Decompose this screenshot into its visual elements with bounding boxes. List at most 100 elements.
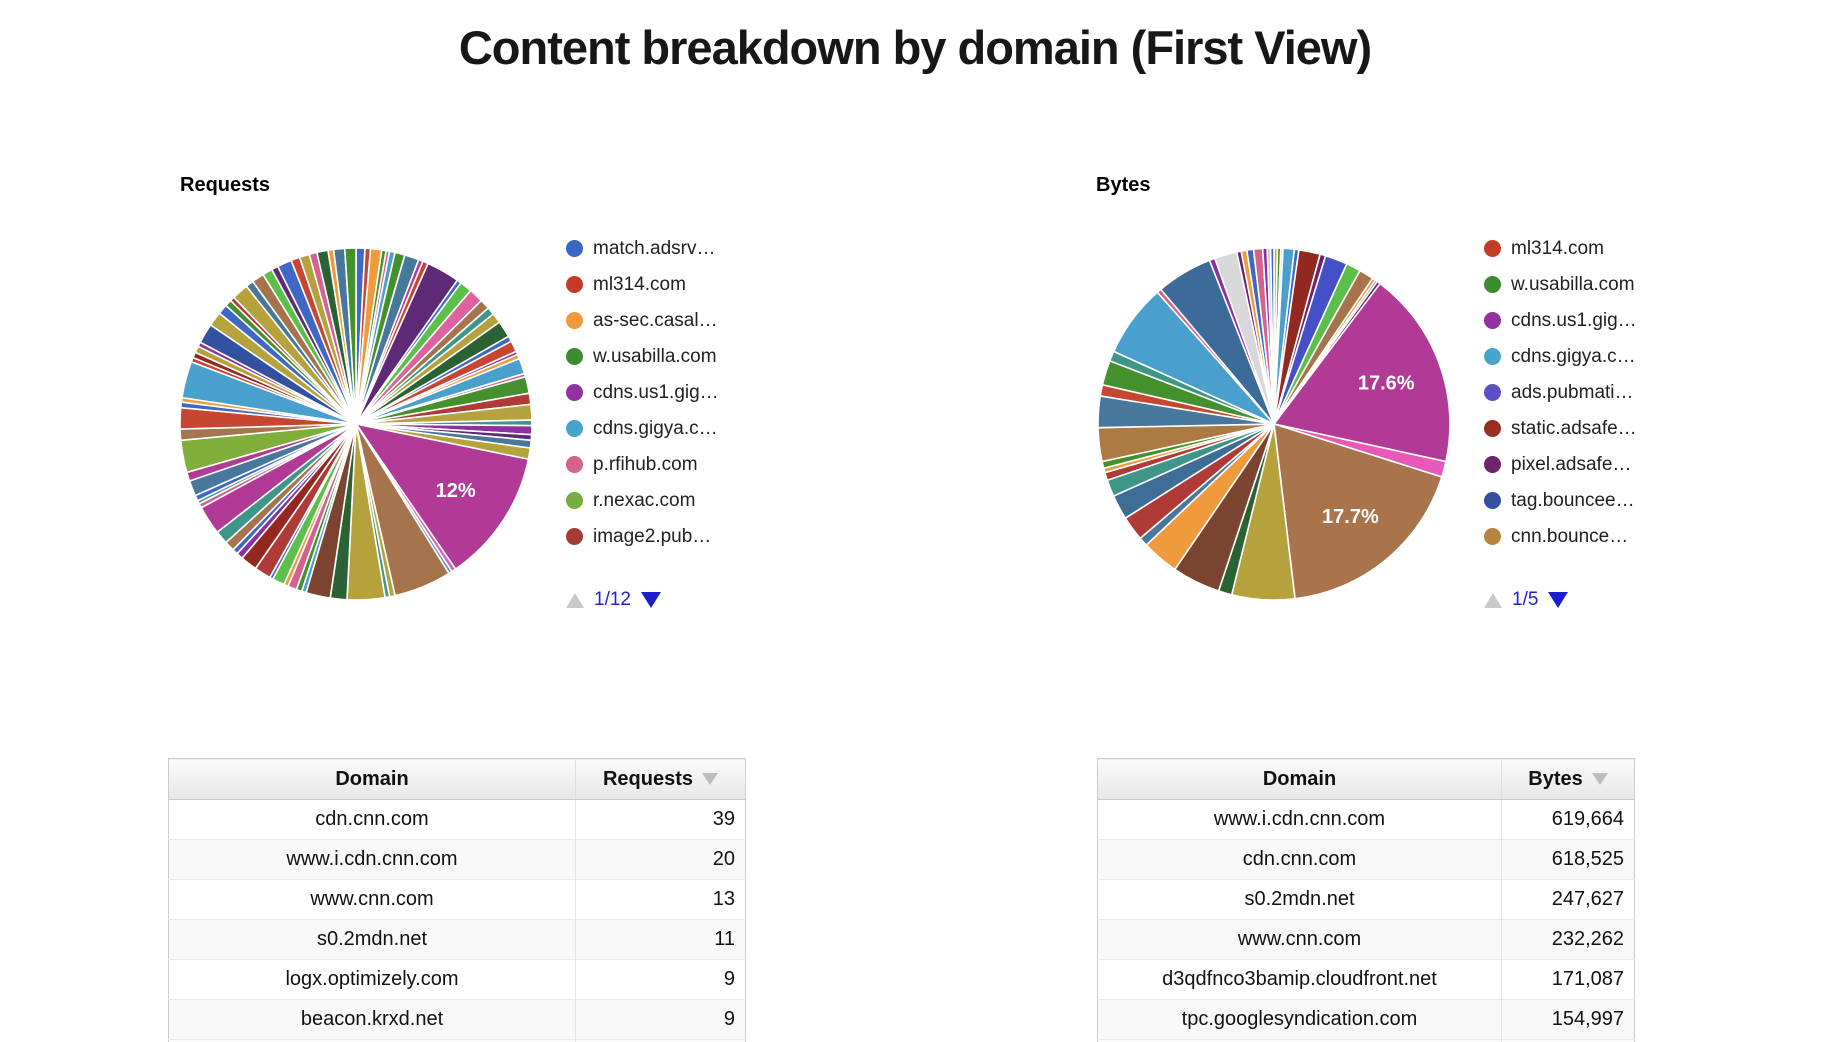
legend-item[interactable]: image2.pub…: [566, 525, 719, 547]
requests-pie-chart[interactable]: 12%: [178, 246, 534, 602]
legend-color-swatch: [566, 384, 583, 401]
domain-column-header[interactable]: Domain: [168, 758, 576, 800]
domain-cell: cdn.cnn.com: [168, 799, 576, 840]
pie-slice[interactable]: [354, 422, 530, 571]
value-cell: 171,087: [1501, 959, 1635, 1000]
legend-item[interactable]: w.usabilla.com: [566, 346, 719, 367]
table-row[interactable]: s0.2mdn.net 247,627: [1097, 879, 1635, 920]
legend-label: ads.pubmati…: [1511, 381, 1634, 403]
domain-cell: s0.2mdn.net: [168, 919, 576, 960]
table-row[interactable]: www.i.cdn.cnn.com 20: [168, 839, 746, 880]
legend-label: ml314.com: [1511, 237, 1604, 259]
legend-color-swatch: [1484, 276, 1501, 293]
legend-page-indicator: 1/12: [594, 589, 631, 610]
table-row[interactable]: s0.2mdn.net 11: [168, 919, 746, 960]
legend-color-swatch: [566, 348, 583, 365]
pie-slice[interactable]: [1269, 247, 1275, 425]
table-row[interactable]: www.i.cdn.cnn.com 619,664: [1097, 799, 1635, 840]
requests-legend: match.adsrv… ml314.com as-sec.casal… w.usab…: [566, 237, 719, 564]
legend-next-page-icon[interactable]: [640, 592, 661, 608]
legend-color-swatch: [566, 240, 583, 257]
legend-item[interactable]: as-sec.casal…: [566, 309, 719, 331]
column-header-label: Domain: [335, 767, 409, 790]
domain-column-header[interactable]: Domain: [1097, 758, 1502, 800]
value-cell: 232,262: [1501, 919, 1635, 960]
legend-item[interactable]: cdns.gigya.c…: [1484, 345, 1637, 367]
legend-color-swatch: [1484, 420, 1501, 437]
slice-percent-label: 17.6%: [1358, 373, 1415, 395]
value-cell: 11: [575, 919, 746, 960]
legend-color-swatch: [1484, 456, 1501, 473]
column-header-label: Requests: [602, 767, 694, 790]
legend-color-swatch: [1484, 240, 1501, 257]
bytes-column-header[interactable]: Bytes: [1501, 758, 1635, 800]
table-row[interactable]: cdn.cnn.com 618,525: [1097, 839, 1635, 880]
requests-column-header[interactable]: Requests: [575, 758, 746, 800]
table-row[interactable]: logx.optimizely.com 9: [168, 959, 746, 1000]
legend-item[interactable]: cnn.bounce…: [1484, 525, 1637, 547]
sort-desc-icon: [702, 773, 719, 785]
legend-label: cdns.gigya.c…: [1511, 345, 1636, 367]
bytes-pie-chart[interactable]: 17.6% 17.7%: [1096, 246, 1452, 602]
value-cell: 20: [575, 839, 746, 880]
bytes-table: Domain Bytes www.i.cdn.cnn.com 619,664 cdn.c…: [1097, 758, 1635, 1042]
domain-cell: cdn.cnn.com: [1097, 839, 1502, 880]
legend-color-swatch: [1484, 312, 1501, 329]
legend-color-swatch: [566, 492, 583, 509]
legend-next-page-icon[interactable]: [1548, 592, 1569, 608]
legend-item[interactable]: r.nexac.com: [566, 490, 719, 511]
legend-item[interactable]: cdns.us1.gig…: [566, 381, 719, 403]
legend-label: as-sec.casal…: [593, 309, 718, 331]
legend-color-swatch: [566, 528, 583, 545]
legend-label: p.rfihub.com: [593, 453, 698, 475]
table-row[interactable]: beacon.krxd.net 9: [168, 999, 746, 1040]
table-row[interactable]: www.cnn.com 13: [168, 879, 746, 920]
table-row[interactable]: tpc.googlesyndication.com 154,997: [1097, 999, 1635, 1040]
legend-label: match.adsrv…: [593, 237, 716, 259]
legend-label: cdns.gigya.c…: [593, 417, 718, 439]
slice-percent-label: 17.7%: [1322, 506, 1379, 528]
legend-label: cdns.us1.gig…: [593, 381, 719, 403]
table-row[interactable]: cdn.cnn.com 39: [168, 799, 746, 840]
value-cell: 9: [575, 999, 746, 1040]
legend-item[interactable]: w.usabilla.com: [1484, 274, 1637, 295]
domain-cell: d3qdfnco3bamip.cloudfront.net: [1097, 959, 1502, 1000]
legend-prev-page-icon[interactable]: [1484, 592, 1502, 608]
requests-section-heading: Requests: [180, 174, 271, 196]
legend-item[interactable]: cdns.gigya.c…: [566, 417, 719, 439]
bytes-legend: ml314.com w.usabilla.com cdns.us1.gig… cdns…: [1484, 237, 1637, 564]
column-header-label: Domain: [1262, 767, 1337, 790]
legend-label: image2.pub…: [593, 525, 712, 547]
requests-table: Domain Requests cdn.cnn.com 39 www.i.cdn.cnn…: [168, 758, 746, 1042]
value-cell: 13: [575, 879, 746, 920]
legend-item[interactable]: pixel.adsafe…: [1484, 454, 1637, 475]
domain-cell: tpc.googlesyndication.com: [1097, 999, 1502, 1040]
column-header-label: Bytes: [1528, 767, 1583, 790]
legend-item[interactable]: match.adsrv…: [566, 237, 719, 259]
legend-item[interactable]: ml314.com: [1484, 237, 1637, 259]
legend-label: cdns.us1.gig…: [1511, 309, 1637, 331]
legend-item[interactable]: cdns.us1.gig…: [1484, 309, 1637, 331]
legend-label: cnn.bounce…: [1511, 525, 1629, 547]
legend-color-swatch: [566, 420, 583, 437]
legend-item[interactable]: ml314.com: [566, 274, 719, 295]
bytes-section-heading: Bytes: [1096, 174, 1151, 196]
table-row-partial: [1097, 1039, 1635, 1042]
pie-slice[interactable]: [1273, 422, 1443, 600]
value-cell: 247,627: [1501, 879, 1635, 920]
legend-color-swatch: [1484, 384, 1501, 401]
legend-prev-page-icon[interactable]: [566, 592, 584, 608]
pie-slice[interactable]: [1272, 282, 1451, 463]
legend-color-swatch: [566, 276, 583, 293]
legend-item[interactable]: tag.bouncee…: [1484, 489, 1637, 511]
value-cell: 618,525: [1501, 839, 1635, 880]
pie-slice[interactable]: [343, 247, 357, 425]
bytes-legend-pager: 1/5: [1484, 588, 1569, 612]
table-row[interactable]: d3qdfnco3bamip.cloudfront.net 171,087: [1097, 959, 1635, 1000]
table-row[interactable]: www.cnn.com 232,262: [1097, 919, 1635, 960]
legend-item[interactable]: static.adsafe…: [1484, 418, 1637, 439]
legend-color-swatch: [566, 456, 583, 473]
legend-label: tag.bouncee…: [1511, 489, 1635, 511]
legend-item[interactable]: p.rfihub.com: [566, 453, 719, 475]
legend-item[interactable]: ads.pubmati…: [1484, 381, 1637, 403]
